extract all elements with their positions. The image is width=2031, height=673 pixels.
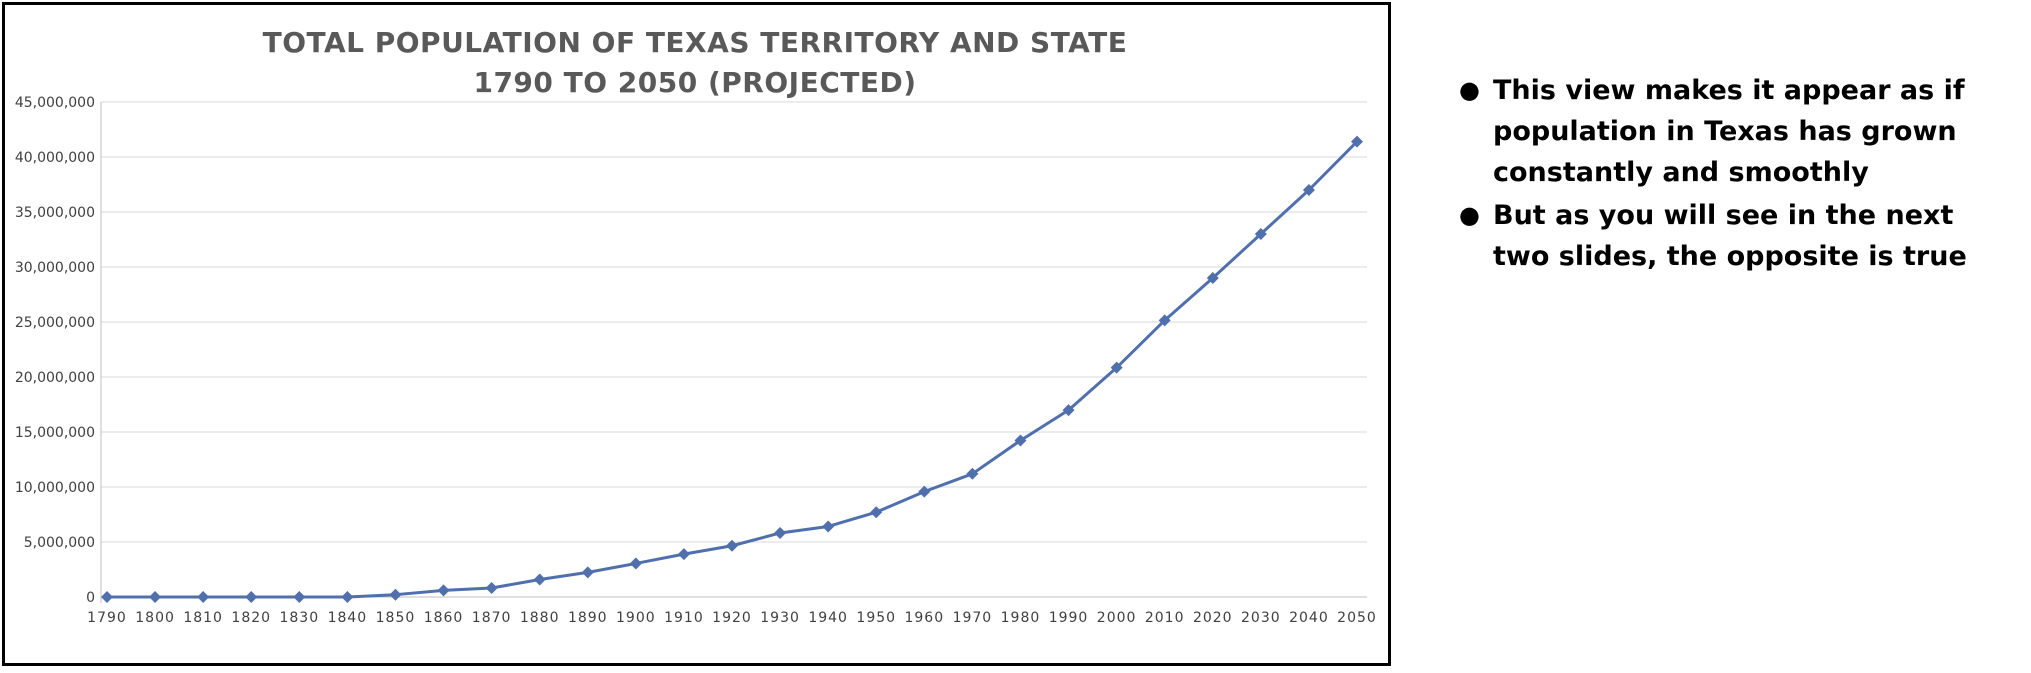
chart-title-block: TOTAL POPULATION OF TEXAS TERRITORY AND … — [5, 23, 1385, 103]
y-tick-label: 45,000,000 — [15, 95, 95, 111]
x-tick-label: 1950 — [856, 610, 896, 626]
data-point — [1351, 135, 1363, 148]
x-tick-label: 1790 — [87, 610, 127, 626]
data-point — [293, 591, 306, 603]
x-tick-label: 2020 — [1193, 610, 1233, 626]
data-point — [1254, 228, 1267, 240]
data-point — [629, 557, 642, 570]
data-point — [581, 566, 594, 579]
line-chart: 0 5,000,000 10,000,000 15,000,000 20,000,000… — [15, 95, 1377, 626]
y-tick-label: 40,000,000 — [15, 150, 95, 166]
x-tick-label: 2000 — [1097, 610, 1137, 626]
notes-list: ● This view makes it appear as if popula… — [1455, 70, 1995, 279]
x-tick-label: 1990 — [1049, 610, 1089, 626]
x-tick-label: 1830 — [279, 610, 319, 626]
data-point — [485, 581, 498, 594]
x-tick-label: 1890 — [568, 610, 608, 626]
data-point — [389, 588, 402, 601]
x-tick-label: 2040 — [1289, 610, 1329, 626]
x-tick-label: 2010 — [1145, 610, 1185, 626]
x-tick-label: 1850 — [376, 610, 416, 626]
x-tick-label: 1920 — [712, 610, 752, 626]
y-tick-label: 25,000,000 — [15, 315, 95, 331]
data-point — [197, 591, 210, 603]
data-point — [1206, 272, 1219, 284]
data-point — [1158, 314, 1171, 327]
x-tick-label: 1970 — [953, 610, 993, 626]
y-tick-label: 20,000,000 — [15, 370, 95, 386]
chart-title: TOTAL POPULATION OF TEXAS TERRITORY AND … — [262, 26, 1128, 59]
x-tick-label: 1820 — [231, 610, 271, 626]
x-tick-label: 1980 — [1001, 610, 1041, 626]
x-tick-label: 1870 — [472, 610, 512, 626]
data-point — [149, 591, 162, 603]
x-tick-label: 2050 — [1337, 610, 1377, 626]
data-point — [822, 520, 835, 533]
data-point — [966, 467, 979, 480]
y-tick-label: 35,000,000 — [15, 205, 95, 221]
data-point — [341, 591, 354, 603]
data-point — [1014, 434, 1027, 447]
data-point — [1062, 404, 1075, 417]
x-tick-label: 1880 — [520, 610, 560, 626]
series-line — [107, 140, 1359, 599]
x-tick-label: 1800 — [135, 610, 175, 626]
data-point — [870, 506, 883, 519]
data-point — [726, 539, 738, 552]
data-point — [677, 548, 690, 561]
x-tick-label: 1840 — [328, 610, 368, 626]
notes-bullet-text: This view makes it appear as if populati… — [1493, 75, 1965, 188]
x-tick-label: 1860 — [424, 610, 464, 626]
data-point — [1302, 184, 1315, 196]
y-tick-label: 5,000,000 — [24, 535, 95, 551]
chart-frame: TOTAL POPULATION OF TEXAS TERRITORY AND … — [2, 2, 1391, 666]
x-tick-label: 1810 — [183, 610, 223, 626]
x-tick-label: 1930 — [760, 610, 800, 626]
chart-subtitle: 1790 TO 2050 (PROJECTED) — [473, 66, 917, 99]
data-point — [1110, 361, 1123, 374]
x-tick-label: 1910 — [664, 610, 704, 626]
data-point — [533, 573, 546, 586]
notes-bullet: ● But as you will see in the next two sl… — [1455, 195, 1995, 277]
bullet-icon: ● — [1459, 76, 1480, 104]
data-point — [245, 591, 258, 603]
x-tick-label: 1940 — [808, 610, 848, 626]
x-tick-label: 2030 — [1241, 610, 1281, 626]
notes-bullet-text: But as you will see in the next two slid… — [1493, 200, 1967, 272]
y-tick-label: 10,000,000 — [15, 480, 95, 496]
notes-bullet: ● This view makes it appear as if popula… — [1455, 70, 1995, 193]
x-tick-label: 1960 — [904, 610, 944, 626]
y-tick-label: 30,000,000 — [15, 260, 95, 276]
y-tick-label: 0 — [86, 590, 95, 606]
data-point — [437, 584, 450, 597]
bullet-icon: ● — [1459, 201, 1480, 229]
data-point — [774, 526, 787, 539]
y-tick-label: 15,000,000 — [15, 425, 95, 441]
x-tick-label: 1900 — [616, 610, 656, 626]
data-point — [101, 591, 113, 603]
data-point — [918, 485, 931, 498]
